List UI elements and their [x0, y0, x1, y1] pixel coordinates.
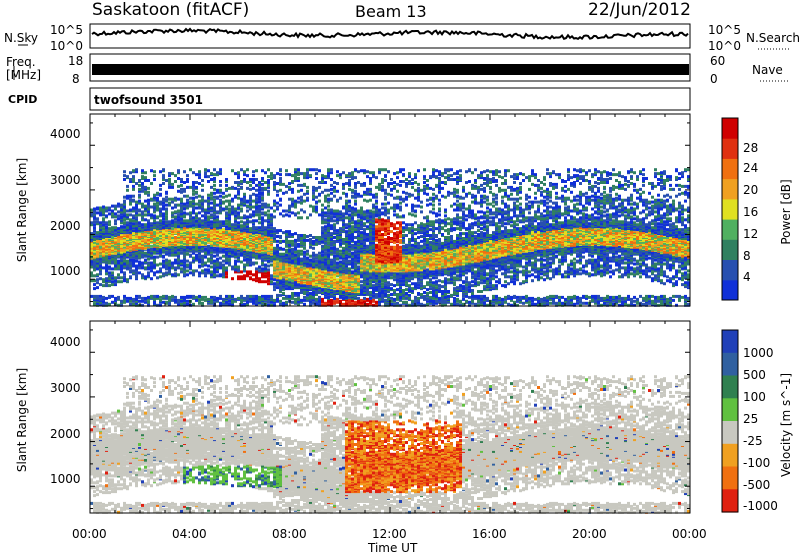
- nsky-trace: [92, 29, 688, 39]
- velocity-heatmap: [90, 375, 690, 514]
- power-colorbar: [722, 118, 738, 301]
- power-heatmap: [90, 168, 690, 307]
- freq-strip: [14, 54, 790, 81]
- velocity-colorbar: [722, 330, 738, 513]
- nsky-frame: [90, 24, 690, 48]
- cpid-frame: [90, 88, 690, 110]
- freq-band: [92, 64, 689, 75]
- nsky-strip: [18, 24, 790, 49]
- plot-canvas: [0, 0, 800, 554]
